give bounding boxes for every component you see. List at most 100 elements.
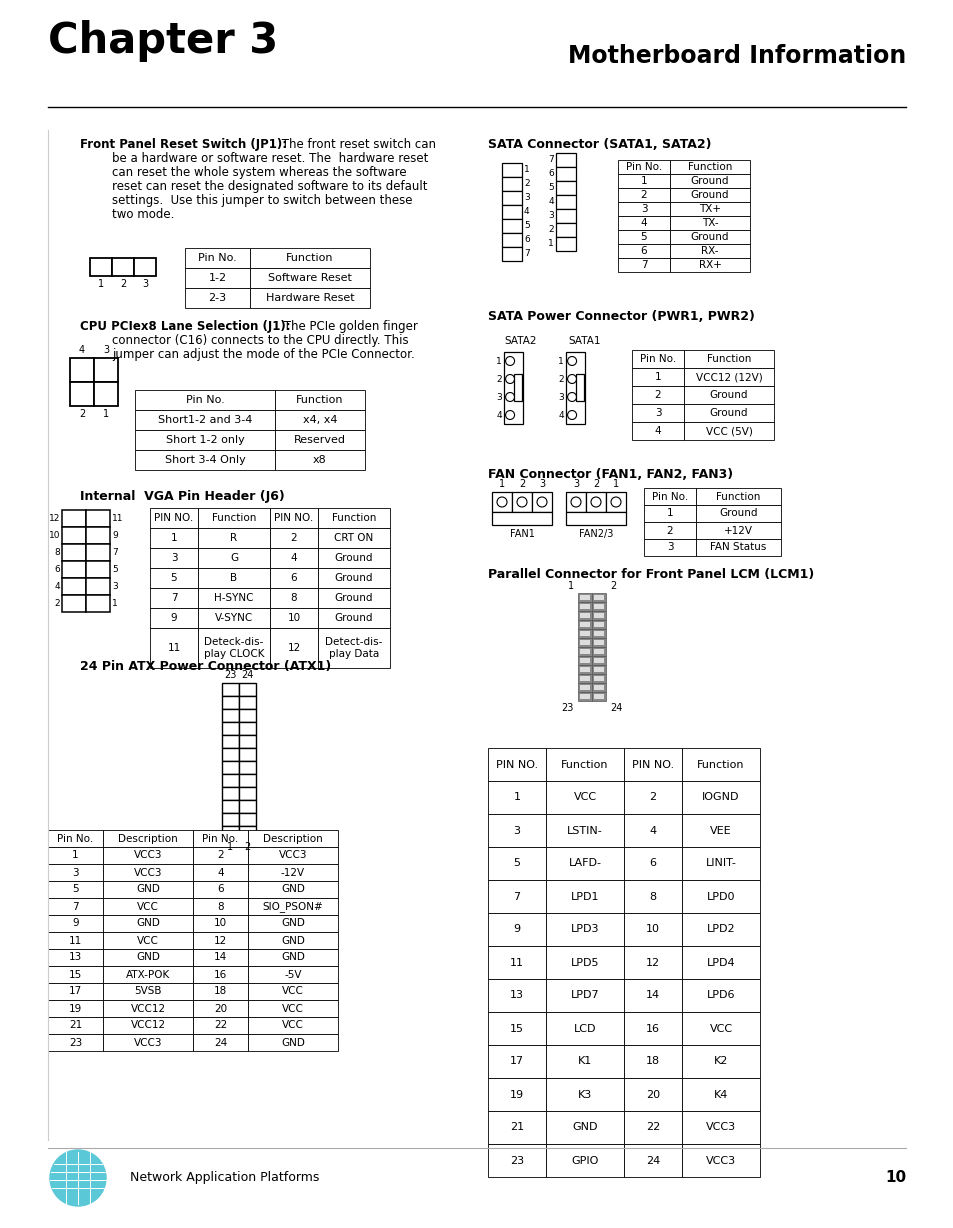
Text: VCC: VCC xyxy=(137,901,159,911)
Bar xyxy=(198,608,270,628)
Text: 4: 4 xyxy=(291,553,297,562)
Text: 24: 24 xyxy=(213,1038,227,1047)
Text: PIN NO.: PIN NO. xyxy=(496,759,537,770)
Text: 3: 3 xyxy=(538,479,544,489)
Text: The PCIe golden finger: The PCIe golden finger xyxy=(280,321,417,333)
Bar xyxy=(222,813,239,826)
Text: Short 1-2 only: Short 1-2 only xyxy=(166,435,244,445)
Text: 11: 11 xyxy=(167,643,180,653)
Bar xyxy=(623,814,681,847)
Bar xyxy=(501,247,521,262)
Text: 4: 4 xyxy=(496,410,501,420)
Bar xyxy=(618,160,669,174)
Text: 6: 6 xyxy=(217,884,224,894)
Bar xyxy=(103,1017,193,1034)
Text: LAFD-: LAFD- xyxy=(568,858,601,868)
Text: Pin No.: Pin No. xyxy=(625,162,661,172)
Text: 13: 13 xyxy=(69,953,82,963)
Bar xyxy=(696,522,781,539)
Text: Reserved: Reserved xyxy=(294,435,346,445)
Text: 1: 1 xyxy=(513,792,520,803)
Circle shape xyxy=(610,497,620,507)
Bar xyxy=(592,629,605,639)
Bar xyxy=(503,352,522,424)
Text: 6: 6 xyxy=(548,169,554,178)
Bar xyxy=(86,527,110,544)
Text: Deteck-dis-
play CLOCK: Deteck-dis- play CLOCK xyxy=(204,637,264,659)
Text: 10: 10 xyxy=(287,613,300,623)
Bar xyxy=(623,847,681,880)
Bar xyxy=(545,880,623,912)
Text: 8: 8 xyxy=(217,901,224,911)
Bar xyxy=(248,880,337,898)
Text: 3: 3 xyxy=(666,543,673,553)
Bar xyxy=(248,932,337,949)
Bar xyxy=(86,510,110,527)
Text: 1: 1 xyxy=(171,533,177,543)
Text: 1: 1 xyxy=(103,409,109,419)
Text: 15: 15 xyxy=(510,1023,523,1034)
Text: K4: K4 xyxy=(713,1089,727,1099)
Text: 7: 7 xyxy=(548,156,554,165)
Text: 2: 2 xyxy=(217,851,224,861)
Bar xyxy=(501,205,521,219)
Text: SATA1: SATA1 xyxy=(567,336,599,346)
Text: 6: 6 xyxy=(291,573,297,583)
Text: Pin No.: Pin No. xyxy=(186,395,224,405)
Bar xyxy=(618,201,669,216)
Text: 1: 1 xyxy=(496,356,501,366)
Text: 3: 3 xyxy=(142,279,148,289)
Bar xyxy=(488,1012,545,1045)
Text: 12: 12 xyxy=(213,936,227,946)
Text: Ground: Ground xyxy=(690,176,728,185)
Bar xyxy=(193,915,248,932)
Text: 13: 13 xyxy=(510,991,523,1001)
Bar xyxy=(556,237,576,251)
Bar xyxy=(248,830,337,847)
Text: Parallel Connector for Front Panel LCM (LCM1): Parallel Connector for Front Panel LCM (… xyxy=(488,569,814,581)
Text: 24: 24 xyxy=(609,702,621,713)
Text: 7: 7 xyxy=(171,593,177,603)
Bar xyxy=(86,544,110,561)
Circle shape xyxy=(567,410,576,420)
Bar xyxy=(248,898,337,915)
Text: 16: 16 xyxy=(645,1023,659,1034)
Bar xyxy=(623,1111,681,1144)
Bar xyxy=(62,578,86,596)
Text: 22: 22 xyxy=(645,1122,659,1132)
Text: RX-: RX- xyxy=(700,246,718,255)
Text: PIN NO.: PIN NO. xyxy=(274,513,314,523)
Bar xyxy=(669,230,749,244)
Text: VCC3: VCC3 xyxy=(133,1038,162,1047)
Text: Motherboard Information: Motherboard Information xyxy=(567,44,905,68)
Bar xyxy=(248,949,337,966)
Text: SIO_PSON#: SIO_PSON# xyxy=(262,901,323,912)
Bar xyxy=(103,949,193,966)
Text: 8: 8 xyxy=(649,892,656,901)
Text: H-SYNC: H-SYNC xyxy=(214,593,253,603)
Bar xyxy=(488,1111,545,1144)
Circle shape xyxy=(567,393,576,402)
Text: Pin No.: Pin No. xyxy=(202,834,238,844)
Bar xyxy=(501,177,521,192)
Bar xyxy=(556,154,576,167)
Bar xyxy=(488,1078,545,1111)
Text: Pin No.: Pin No. xyxy=(57,834,93,844)
Circle shape xyxy=(567,375,576,383)
Text: 1: 1 xyxy=(498,479,504,489)
Bar xyxy=(594,604,603,609)
Bar xyxy=(618,216,669,230)
Text: The front reset switch can: The front reset switch can xyxy=(277,138,436,151)
Bar xyxy=(48,966,103,982)
Bar xyxy=(270,608,317,628)
Text: 1: 1 xyxy=(567,581,574,591)
Bar xyxy=(579,623,589,628)
Bar xyxy=(579,694,589,699)
Bar xyxy=(681,748,760,781)
Bar xyxy=(696,505,781,522)
Bar xyxy=(150,508,198,528)
Bar xyxy=(193,949,248,966)
Bar xyxy=(681,1111,760,1144)
Bar xyxy=(669,174,749,188)
Bar xyxy=(556,167,576,181)
